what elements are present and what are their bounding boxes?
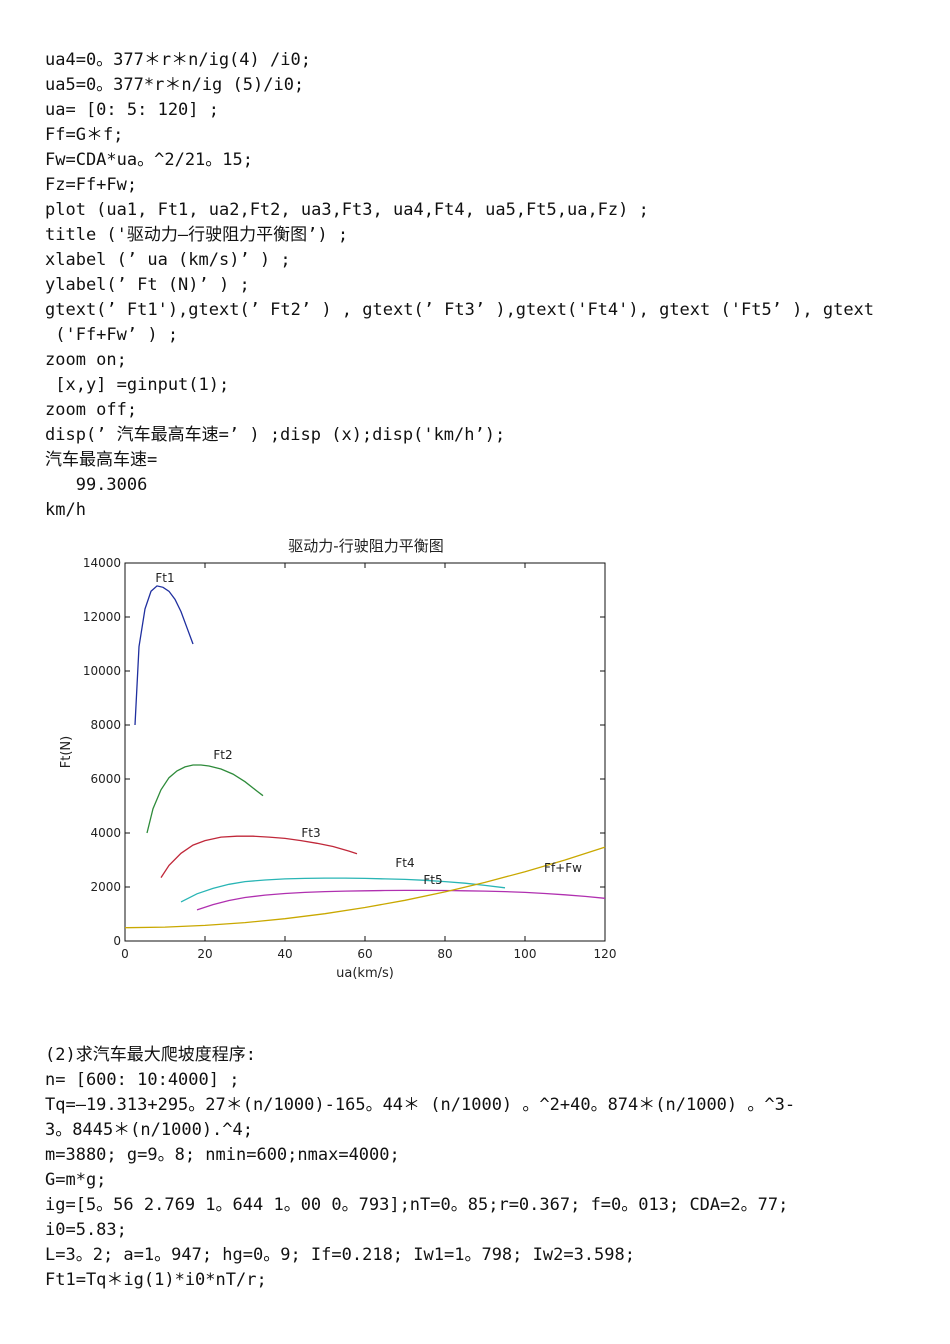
chart-y-label: Ft(N)	[59, 736, 74, 768]
y-tick-label: 14000	[83, 556, 121, 570]
code-line: title ('驱动力—行驶阻力平衡图’) ;	[45, 225, 349, 245]
series-label: Ft1	[155, 571, 174, 585]
x-tick-label: 60	[357, 947, 372, 961]
series-line-ft2	[146, 764, 264, 834]
y-tick-label: 10000	[83, 664, 121, 678]
code-line: km/h	[45, 500, 86, 520]
x-tick-label: 120	[594, 947, 617, 961]
code-line: zoom on;	[45, 350, 127, 370]
series-line-ft1	[134, 585, 194, 726]
code-line: ('Ff+Fw’ ) ;	[45, 325, 179, 345]
x-tick-label: 20	[197, 947, 212, 961]
code-line: Tq=—19.313+295。27＊(n/1000)-165。44＊ (n/10…	[45, 1095, 796, 1115]
code-block-bottom: (2)求汽车最大爬坡度程序: n= [600: 10:4000] ; Tq=—19.…	[45, 1043, 925, 1293]
code-line: ylabel(’ Ft (N)’ ) ;	[45, 275, 250, 295]
y-tick-label: 4000	[90, 826, 121, 840]
chart-plot-area	[124, 562, 606, 942]
code-line: ua5=0。377*r＊n/ig (5)/i0;	[45, 75, 305, 95]
code-line: ig=[5。56 2.769 1。644 1。00 0。793];nT=0。85…	[45, 1195, 789, 1215]
series-label: Ff+Fw	[544, 861, 582, 875]
code-line: ua4=0。377＊r＊n/ig(4) /i0;	[45, 50, 311, 70]
force-balance-chart: 驱动力-行驶阻力平衡图 ua(km/s) Ft(N) 0 20 40 60 80 100 1…	[59, 537, 617, 981]
code-line: i0=5.83;	[45, 1220, 127, 1240]
code-line: Ft1=Tq＊ig(1)*i0*nT/r;	[45, 1270, 267, 1290]
x-tick-label: 100	[514, 947, 537, 961]
series-label: Ft2	[213, 748, 232, 762]
series-label: Ft4	[395, 856, 414, 870]
code-line: xlabel (’ ua (km/s)’ ) ;	[45, 250, 291, 270]
code-line: n= [600: 10:4000] ;	[45, 1070, 240, 1090]
code-line: disp(’ 汽车最高车速=’ ) ;disp (x);disp('km/h’)…	[45, 425, 506, 445]
code-line: 99.3006	[45, 475, 148, 495]
code-block-top: ua4=0。377＊r＊n/ig(4) /i0; ua5=0。377*r＊n/ig…	[45, 48, 925, 523]
code-line: (2)求汽车最大爬坡度程序:	[45, 1045, 256, 1065]
code-line: Fz=Ff+Fw;	[45, 175, 138, 195]
code-line: m=3880; g=9。8; nmin=600;nmax=4000;	[45, 1145, 400, 1165]
series-line-fffw	[124, 846, 606, 929]
code-line: ua= [0: 5: 120] ;	[45, 100, 219, 120]
code-line: Fw=CDA*ua。^2/21。15;	[45, 150, 253, 170]
code-line: Ff=G＊f;	[45, 125, 124, 145]
y-tick-label: 2000	[90, 880, 121, 894]
code-line: zoom off;	[45, 400, 138, 420]
series-line-ft3	[160, 835, 358, 878]
y-tick-label: 12000	[83, 610, 121, 624]
series-label: Ft5	[423, 873, 442, 887]
code-line: plot (ua1, Ft1, ua2,Ft2, ua3,Ft3, ua4,Ft…	[45, 200, 649, 220]
code-line: 3。8445＊(n/1000).^4;	[45, 1120, 253, 1140]
chart-axes-ticks: 0 20 40 60 80 100 120 0 2000 4000 6000 8000 10000 120…	[83, 556, 617, 961]
code-line: [x,y] =ginput(1);	[45, 375, 230, 395]
y-tick-label: 8000	[90, 718, 121, 732]
x-tick-label: 0	[121, 947, 129, 961]
x-tick-label: 80	[437, 947, 452, 961]
y-tick-label: 0	[113, 934, 121, 948]
series-line-ft4	[180, 877, 506, 903]
series-label: Ft3	[301, 826, 320, 840]
code-line: G=m*g;	[45, 1170, 107, 1190]
y-tick-label: 6000	[90, 772, 121, 786]
chart-series-labels: Ft1 Ft2 Ft3 Ft4 Ft5 Ff+Fw	[155, 571, 582, 887]
x-tick-label: 40	[277, 947, 292, 961]
code-line: L=3。2; a=1。947; hg=0。9; If=0.218; Iw1=1。…	[45, 1245, 635, 1265]
series-line-ft5	[196, 889, 606, 911]
code-line: gtext(’ Ft1'),gtext(’ Ft2’ ) , gtext(’ F…	[45, 300, 875, 320]
chart-series	[124, 585, 606, 929]
code-line: 汽车最高车速=	[45, 450, 158, 470]
chart-x-label: ua(km/s)	[336, 966, 394, 981]
chart-title: 驱动力-行驶阻力平衡图	[288, 537, 443, 555]
